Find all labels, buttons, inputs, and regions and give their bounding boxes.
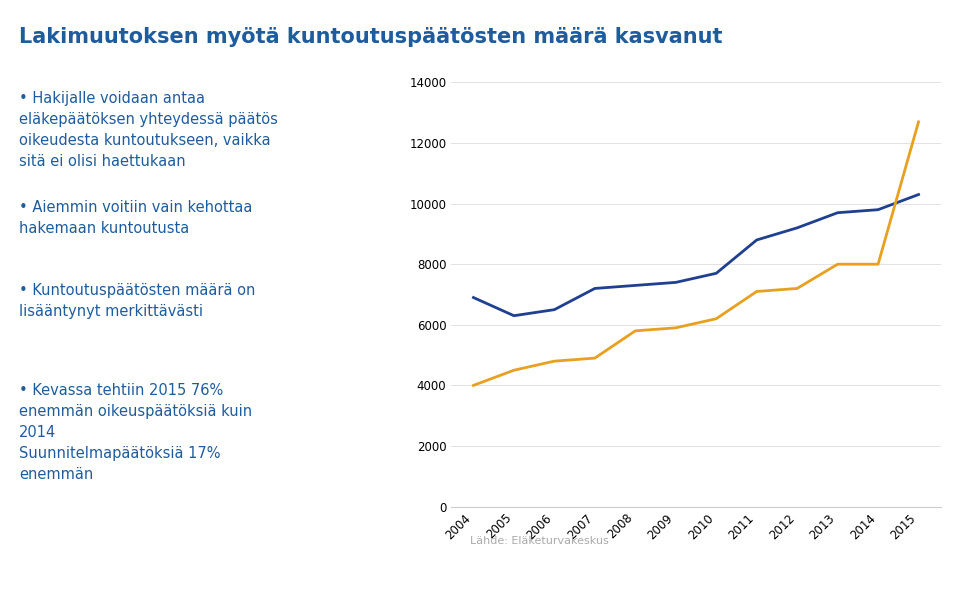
Hakemukset [791, 224, 803, 231]
Hakemukset [630, 282, 641, 289]
Hakemukset [832, 209, 844, 216]
Line: Myönteiset päätökset: Myönteiset päätökset [473, 122, 919, 385]
Myönteiset päätökset [873, 261, 884, 268]
Hakemukset [913, 191, 924, 198]
Hakemukset [548, 306, 560, 313]
Hakemukset [751, 236, 762, 243]
Text: Lähde: Eläketurvakeskus: Lähde: Eläketurvakeskus [470, 536, 610, 546]
Hakemukset [508, 312, 519, 319]
Myönteiset päätökset [589, 355, 601, 362]
Myönteiset päätökset [548, 358, 560, 365]
Myönteiset päätökset [670, 325, 682, 332]
Hakemukset [670, 279, 682, 286]
Text: ⚪ KEVA: ⚪ KEVA [14, 554, 88, 571]
Hakemukset [873, 206, 884, 213]
Myönteiset päätökset [468, 382, 479, 389]
Myönteiset päätökset [791, 285, 803, 292]
Polygon shape [883, 536, 960, 589]
Text: 24.2.2016: 24.2.2016 [125, 558, 181, 567]
Text: • Kuntoutuspäätösten määrä on
lisääntynyt merkittävästi: • Kuntoutuspäätösten määrä on lisääntyny… [19, 283, 255, 319]
Line: Hakemukset: Hakemukset [473, 194, 919, 316]
Myönteiset päätökset [913, 118, 924, 125]
Text: • Aiemmin voitiin vain kehottaa
hakemaan kuntoutusta: • Aiemmin voitiin vain kehottaa hakemaan… [19, 200, 252, 236]
Text: Lakimuutoksen myötä kuntoutuspäätösten määrä kasvanut: Lakimuutoksen myötä kuntoutuspäätösten m… [19, 27, 723, 47]
Myönteiset päätökset [508, 367, 519, 374]
Hakemukset [589, 285, 601, 292]
Myönteiset päätökset [630, 327, 641, 335]
Myönteiset päätökset [751, 288, 762, 295]
Text: • Kevassa tehtiin 2015 76%
enemmän oikeuspäätöksiä kuin
2014
Suunnitelmapäätöksi: • Kevassa tehtiin 2015 76% enemmän oikeu… [19, 383, 252, 482]
Hakemukset [710, 270, 722, 277]
Text: • Hakijalle voidaan antaa
eläkepäätöksen yhteydessä päätös
oikeudesta kuntoutuks: • Hakijalle voidaan antaa eläkepäätöksen… [19, 91, 278, 169]
Myönteiset päätökset [710, 315, 722, 322]
Hakemukset [468, 294, 479, 301]
Myönteiset päätökset [832, 261, 844, 268]
